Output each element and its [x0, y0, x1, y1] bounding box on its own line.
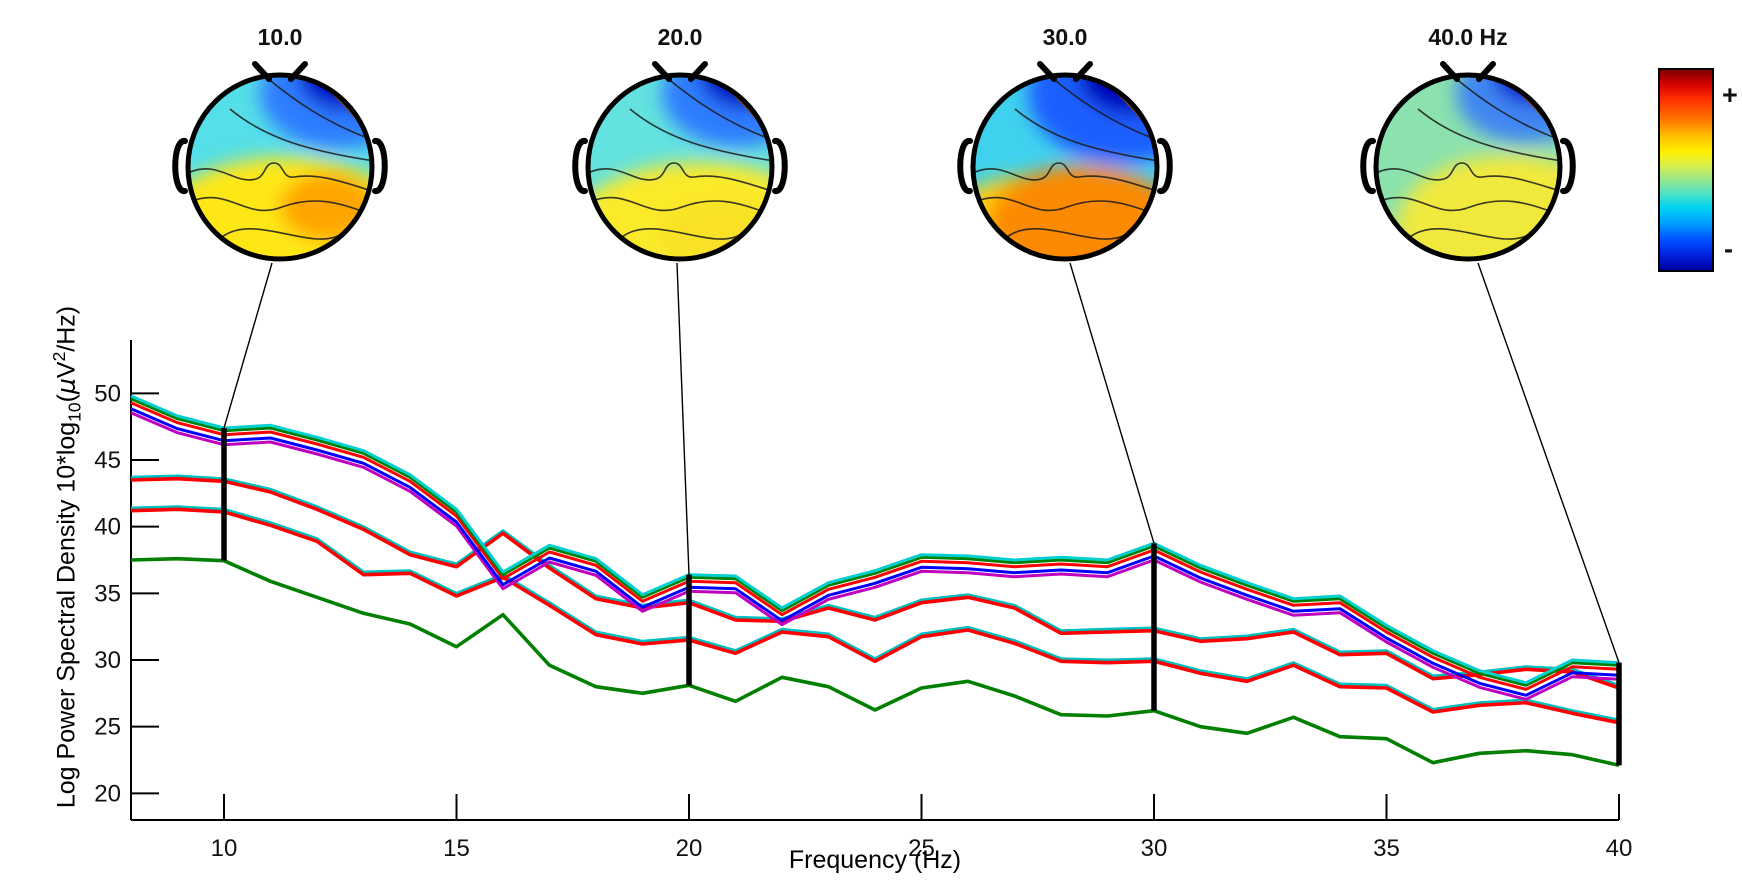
channel-cyan-cluster: [130, 394, 1620, 685]
head-outline: [185, 72, 375, 262]
head-outline: [970, 72, 1160, 262]
y-axis-label: Log Power Spectral Density 10*log10(μV2/…: [49, 305, 85, 809]
head-outline: [585, 72, 775, 262]
channel-magenta-cluster: [130, 411, 1620, 701]
topomap-20hz: [570, 55, 790, 275]
nose-left-icon: [652, 61, 672, 82]
nose-left-icon: [1037, 61, 1057, 82]
y-tick-label: 30: [94, 647, 121, 674]
nose-left-icon: [1440, 61, 1460, 82]
contour-lines: [1378, 77, 1558, 240]
channel-green-bottom: [130, 556, 1620, 768]
right-ear-icon: [1157, 138, 1173, 194]
topomap-40hz: [1358, 55, 1578, 275]
y-tick-label: 45: [94, 447, 121, 474]
channel-red-mid-upper: [130, 476, 1620, 690]
y-tick-label: 20: [94, 780, 121, 807]
colorbar: [1658, 68, 1714, 272]
y-tick-label: 50: [94, 380, 121, 407]
topomap-10hz: [170, 55, 390, 275]
y-tick-label: 35: [94, 580, 121, 607]
x-tick-label: 25: [908, 835, 935, 862]
topomap-connector-line: [1069, 262, 1155, 544]
nose-right-icon: [1073, 61, 1093, 82]
left-ear-icon: [172, 138, 188, 194]
x-tick-label: 40: [1606, 835, 1633, 862]
channel-cyan-mid-lower: [130, 505, 1620, 722]
x-tick-label: 15: [443, 835, 470, 862]
y-tick-label: 25: [94, 714, 121, 741]
left-ear-icon: [572, 138, 588, 194]
left-ear-icon: [1360, 138, 1376, 194]
nose-left-icon: [252, 61, 272, 82]
channel-red-mid-lower: [130, 507, 1620, 725]
contour-lines: [590, 77, 770, 240]
topomap-svg: [1360, 61, 1576, 262]
contour-lines: [975, 77, 1155, 240]
topomap-scalp-field: [590, 77, 770, 257]
x-tick-label: 30: [1141, 835, 1168, 862]
nose-right-icon: [1476, 61, 1496, 82]
channel-red-cluster: [130, 401, 1620, 691]
right-ear-icon: [1560, 138, 1576, 194]
x-tick-label: 10: [211, 835, 238, 862]
nose-right-icon: [288, 61, 308, 82]
topomap-30hz: [955, 55, 1175, 275]
channel-cyan-mid-upper: [130, 474, 1620, 687]
channel-green-cluster: [130, 397, 1620, 687]
right-ear-icon: [772, 138, 788, 194]
colorbar-plus-label: +: [1722, 80, 1738, 110]
head-outline: [1373, 72, 1563, 262]
x-tick-label: 20: [676, 835, 703, 862]
x-tick-label: 35: [1373, 835, 1400, 862]
topomap-connector-line: [223, 262, 273, 429]
colorbar-minus-label: -: [1724, 234, 1733, 264]
left-ear-icon: [957, 138, 973, 194]
topomap-svg: [957, 61, 1173, 262]
topomap-label-30hz: 30.0: [1042, 24, 1088, 50]
topomap-connector-line: [676, 262, 690, 575]
y-tick-label: 40: [94, 514, 121, 541]
channel-blue-cluster: [130, 407, 1620, 697]
right-ear-icon: [372, 138, 388, 194]
topomap-connector-line: [1477, 262, 1620, 663]
nose-right-icon: [688, 61, 708, 82]
x-axis-label: Frequency (Hz): [788, 846, 962, 874]
topomap-svg: [172, 61, 388, 262]
topomap-svg: [572, 61, 788, 262]
topomap-label-10hz: 10.0: [257, 24, 303, 50]
topomap-label-40hz: 40.0 Hz: [1428, 24, 1508, 50]
contour-lines: [190, 77, 370, 240]
topomap-label-20hz: 20.0: [657, 24, 703, 50]
